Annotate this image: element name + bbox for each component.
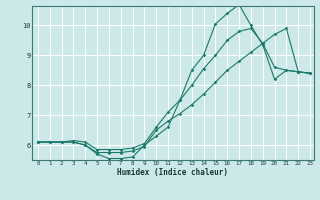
X-axis label: Humidex (Indice chaleur): Humidex (Indice chaleur): [117, 168, 228, 177]
